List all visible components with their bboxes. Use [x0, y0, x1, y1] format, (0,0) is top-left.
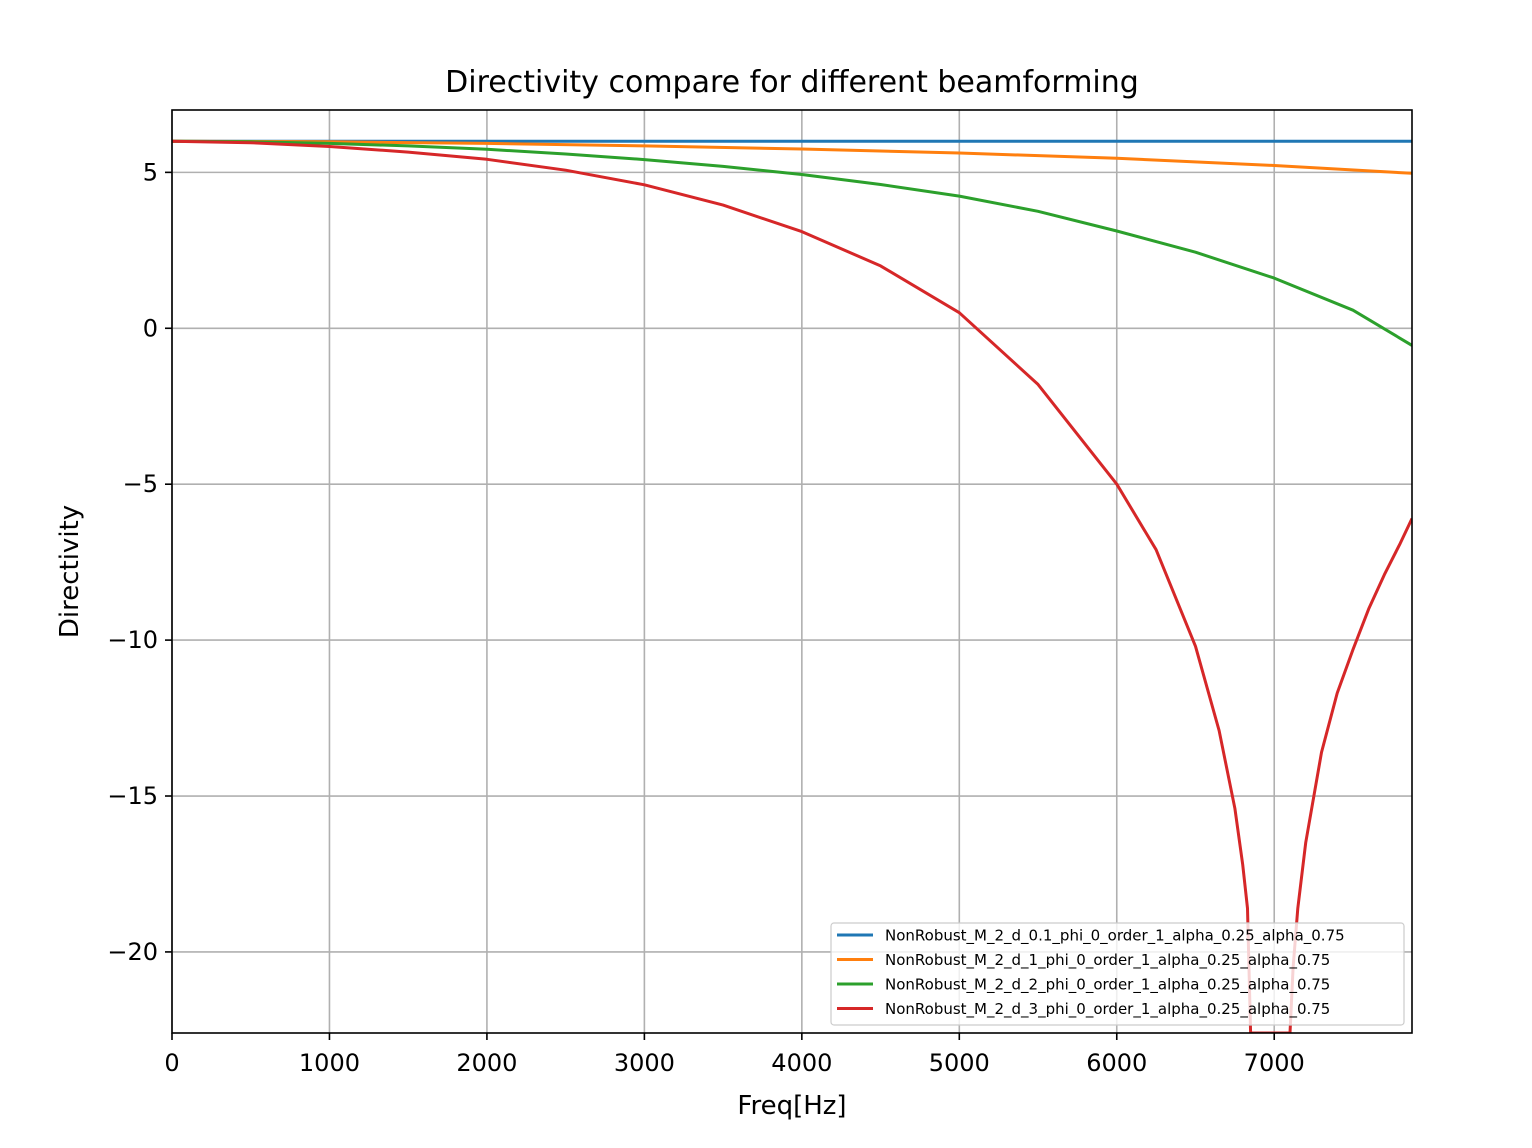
y-tick-label: 0	[143, 314, 158, 342]
x-tick-label: 7000	[1244, 1049, 1305, 1077]
legend-label-1: NonRobust_M_2_d_0.1_phi_0_order_1_alpha_…	[885, 927, 1345, 946]
series-layer	[172, 139, 1412, 1033]
x-tick-label: 4000	[771, 1049, 832, 1077]
x-tick-label: 5000	[929, 1049, 990, 1077]
plot-frame	[171, 109, 1413, 1034]
series-line-2	[172, 139, 1412, 175]
y-tick-label: −20	[107, 938, 158, 966]
legend-box	[830, 922, 1405, 1026]
ticks: 0 1000 2000 3000 4000 5000 6000 7000 5 0 −5 −10 −15 −…	[107, 158, 1304, 1077]
legend: NonRobust_M_2_d_0.1_phi_0_order_1_alpha_…	[830, 922, 1405, 1026]
y-tick-label: 5	[143, 158, 158, 186]
y-tick-label: −5	[123, 470, 158, 498]
x-tick-label: 6000	[1086, 1049, 1147, 1077]
legend-label-2: NonRobust_M_2_d_1_phi_0_order_1_alpha_0.…	[885, 951, 1330, 970]
x-axis-label: Freq[Hz]	[737, 1091, 846, 1121]
y-tick-label: −15	[107, 782, 158, 810]
x-tick-label: 2000	[456, 1049, 517, 1077]
legend-label-4: NonRobust_M_2_d_3_phi_0_order_1_alpha_0.…	[885, 1000, 1330, 1019]
series-line-3	[172, 139, 1412, 347]
y-tick-label: −10	[107, 626, 158, 654]
chart-title: Directivity compare for different beamfo…	[445, 65, 1139, 100]
y-axis-label: Directivity	[55, 505, 85, 638]
grid	[171, 110, 1412, 1033]
x-tick-label: 1000	[299, 1049, 360, 1077]
legend-label-3: NonRobust_M_2_d_2_phi_0_order_1_alpha_0.…	[885, 976, 1330, 995]
x-tick-label: 3000	[614, 1049, 675, 1077]
series-line-4	[172, 139, 1412, 1033]
x-tick-label: 0	[164, 1049, 179, 1077]
